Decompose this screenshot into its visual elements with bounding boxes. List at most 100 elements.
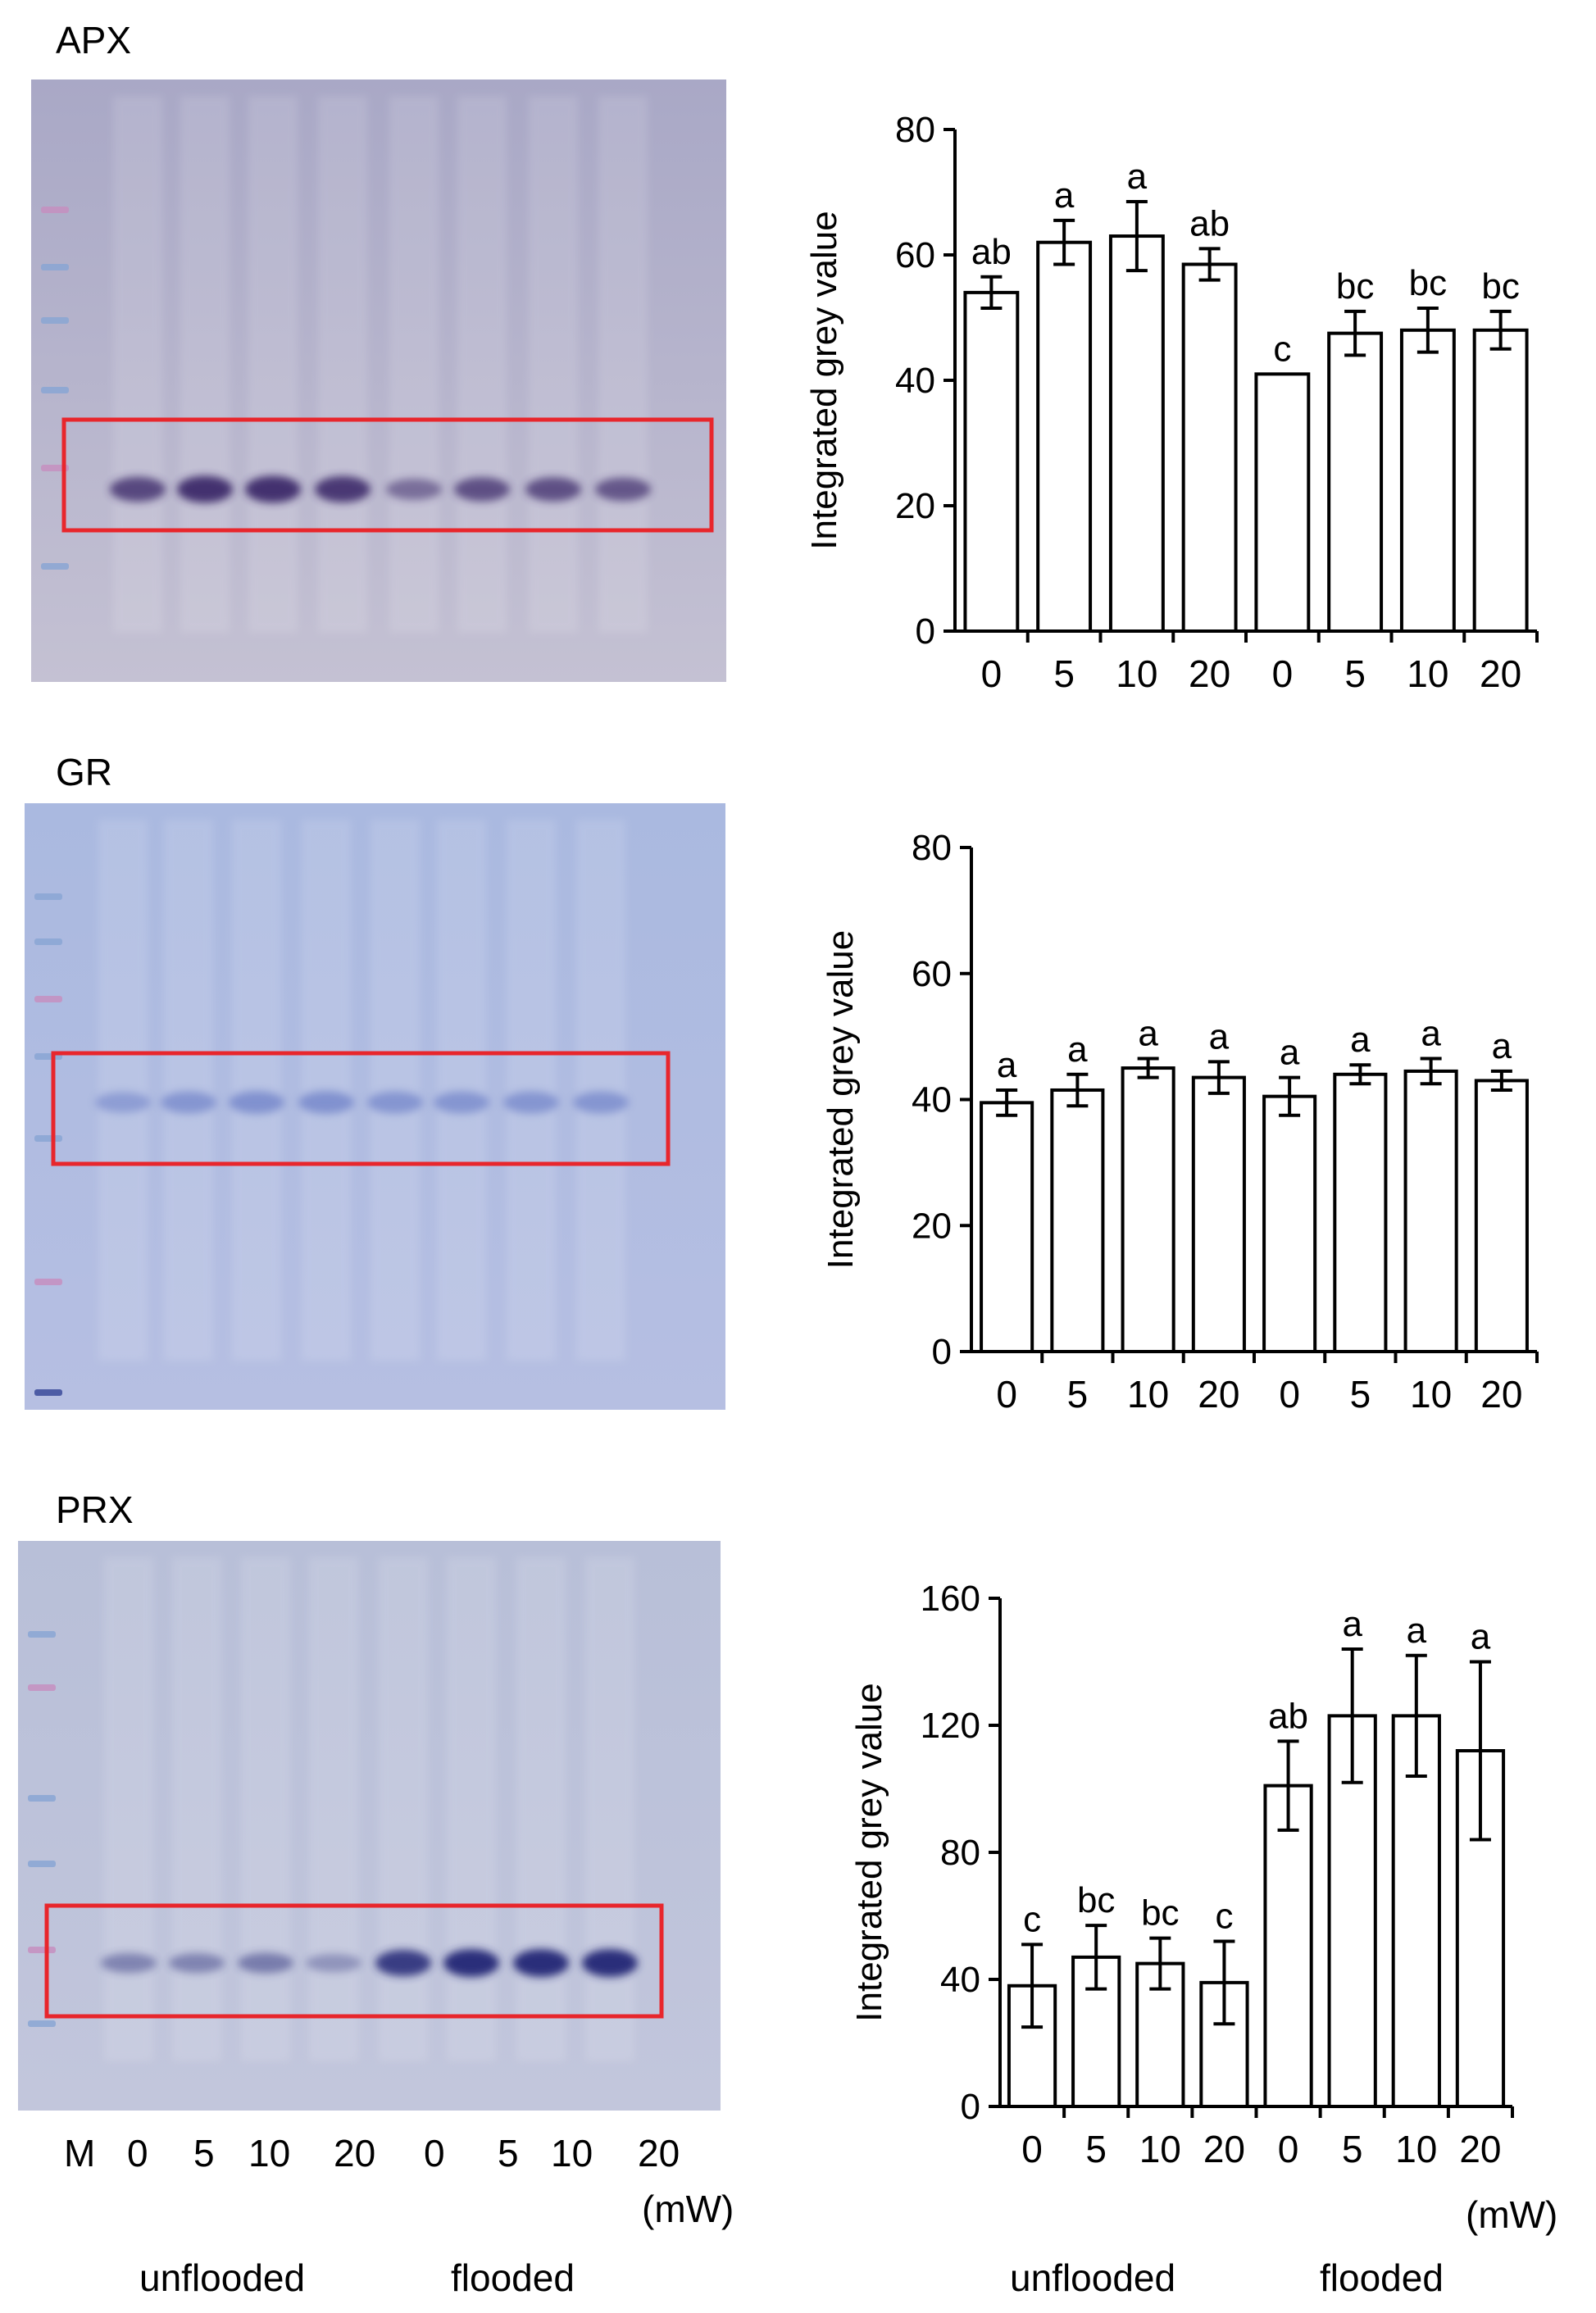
x-tick-label: 10 bbox=[1395, 2128, 1437, 2170]
significance-letter: a bbox=[1492, 1026, 1512, 1066]
y-tick-label: 80 bbox=[940, 1833, 980, 1873]
significance-letter: bc bbox=[1141, 1893, 1179, 1934]
bar bbox=[1391, 1714, 1441, 2108]
y-axis-label: Integrated grey value bbox=[849, 1683, 889, 2021]
gel-band bbox=[306, 1953, 361, 1973]
y-tick-label: 80 bbox=[912, 828, 952, 868]
x-tick-label: 0 bbox=[981, 652, 1003, 695]
x-tick-label: 20 bbox=[1198, 1373, 1239, 1416]
x-tick-label: 10 bbox=[1127, 1373, 1169, 1416]
significance-letter: a bbox=[1342, 1604, 1362, 1644]
gel-unit-label: (mW) bbox=[642, 2188, 734, 2230]
gel-lane-smear bbox=[241, 1557, 290, 2061]
gel-lane-label: 5 bbox=[498, 2132, 519, 2174]
significance-letter: ab bbox=[1268, 1696, 1308, 1736]
chart-unit-label: (mW) bbox=[1466, 2193, 1558, 2236]
significance-letter: bc bbox=[1336, 266, 1374, 307]
bar bbox=[1474, 1079, 1529, 1353]
y-axis-label: Integrated grey value bbox=[804, 211, 844, 549]
chart-group-label-flooded: flooded bbox=[1320, 2256, 1444, 2299]
y-tick-label: 60 bbox=[912, 954, 952, 994]
gel-ladder-band bbox=[34, 938, 62, 945]
gel-band bbox=[513, 1949, 569, 1977]
y-tick-label: 80 bbox=[895, 110, 935, 150]
gel-ladder-band bbox=[41, 387, 69, 393]
gel-band bbox=[375, 1949, 431, 1977]
gel-ladder-band bbox=[34, 893, 62, 900]
gel-lane-smear bbox=[447, 1557, 496, 2061]
bar bbox=[1403, 1069, 1458, 1353]
x-tick-label: 10 bbox=[1407, 652, 1448, 695]
chart-group-label-unflooded: unflooded bbox=[1010, 2256, 1176, 2299]
gel-lane-label: 10 bbox=[248, 2132, 291, 2174]
gel-lane-smear bbox=[104, 1557, 153, 2061]
gel-band bbox=[110, 476, 166, 502]
gel-band bbox=[582, 1949, 638, 1977]
significance-letter: c bbox=[1273, 329, 1291, 369]
gel-lane-smear bbox=[516, 1557, 566, 2061]
gel-ladder-band bbox=[34, 1279, 62, 1285]
significance-letter: bc bbox=[1409, 263, 1447, 303]
bar bbox=[1262, 1094, 1317, 1353]
gel-band bbox=[434, 1091, 489, 1114]
gel-ladder-band bbox=[28, 1684, 56, 1691]
x-tick-label: 0 bbox=[996, 1373, 1017, 1416]
x-tick-label: 5 bbox=[1350, 1373, 1371, 1416]
significance-letter: ab bbox=[971, 232, 1012, 272]
highlight-box bbox=[44, 1903, 664, 2019]
gel-band bbox=[229, 1091, 284, 1114]
gel-lane-smear bbox=[98, 820, 148, 1361]
y-tick-label: 20 bbox=[895, 486, 935, 526]
gel-band bbox=[454, 477, 510, 502]
gel-ladder-band bbox=[41, 563, 69, 570]
gel-lane-label: 20 bbox=[638, 2132, 680, 2174]
x-tick-label: 0 bbox=[1278, 2128, 1299, 2170]
gel-lane-label: 0 bbox=[127, 2132, 148, 2174]
x-tick-label: 5 bbox=[1085, 2128, 1107, 2170]
gel-band bbox=[573, 1091, 629, 1114]
x-tick-label: 20 bbox=[1189, 652, 1230, 695]
significance-letter: a bbox=[1138, 1014, 1158, 1054]
significance-letter: bc bbox=[1481, 266, 1519, 307]
gel-band bbox=[177, 475, 233, 503]
significance-letter: a bbox=[1127, 157, 1148, 197]
gel-group-label-unflooded: unflooded bbox=[139, 2256, 306, 2299]
x-tick-label: 0 bbox=[1021, 2128, 1043, 2170]
y-tick-label: 0 bbox=[916, 611, 935, 652]
gel-ladder-band bbox=[34, 1389, 62, 1396]
gel-band bbox=[595, 477, 651, 502]
gel-marker-label: M bbox=[64, 2132, 96, 2174]
significance-letter: c bbox=[1215, 1897, 1233, 1937]
highlight-box bbox=[61, 417, 714, 533]
gel-lane-label: 5 bbox=[193, 2132, 215, 2174]
gel-band bbox=[95, 1092, 151, 1113]
bar bbox=[1333, 1072, 1388, 1353]
y-tick-label: 60 bbox=[895, 235, 935, 275]
gel-lane-smear bbox=[389, 96, 439, 633]
gel-image-gr bbox=[25, 803, 725, 1410]
gel-lane-smear bbox=[113, 96, 162, 633]
gel-band bbox=[101, 1952, 157, 1974]
bar bbox=[1254, 372, 1311, 633]
gel-band bbox=[169, 1952, 225, 1974]
significance-letter: a bbox=[1471, 1617, 1491, 1657]
gel-lane-smear bbox=[437, 820, 486, 1361]
gel-lane-smear bbox=[598, 96, 648, 633]
gel-image-apx bbox=[31, 80, 726, 682]
significance-letter: a bbox=[1209, 1016, 1230, 1057]
gel-ladder-band bbox=[28, 2020, 56, 2027]
gel-lane-smear bbox=[507, 820, 556, 1361]
significance-letter: a bbox=[1350, 1020, 1371, 1060]
gel-lane-smear bbox=[371, 820, 420, 1361]
gel-lane-label: 10 bbox=[551, 2132, 593, 2174]
highlight-box bbox=[51, 1051, 671, 1166]
significance-letter: a bbox=[1407, 1611, 1427, 1651]
gel-lane-smear bbox=[309, 1557, 358, 2061]
significance-letter: a bbox=[1421, 1014, 1441, 1054]
bar bbox=[1191, 1075, 1246, 1353]
x-tick-label: 20 bbox=[1459, 2128, 1501, 2170]
bar bbox=[1472, 328, 1529, 633]
gel-band bbox=[161, 1091, 216, 1114]
x-tick-label: 5 bbox=[1344, 652, 1366, 695]
y-tick-label: 120 bbox=[921, 1706, 980, 1746]
